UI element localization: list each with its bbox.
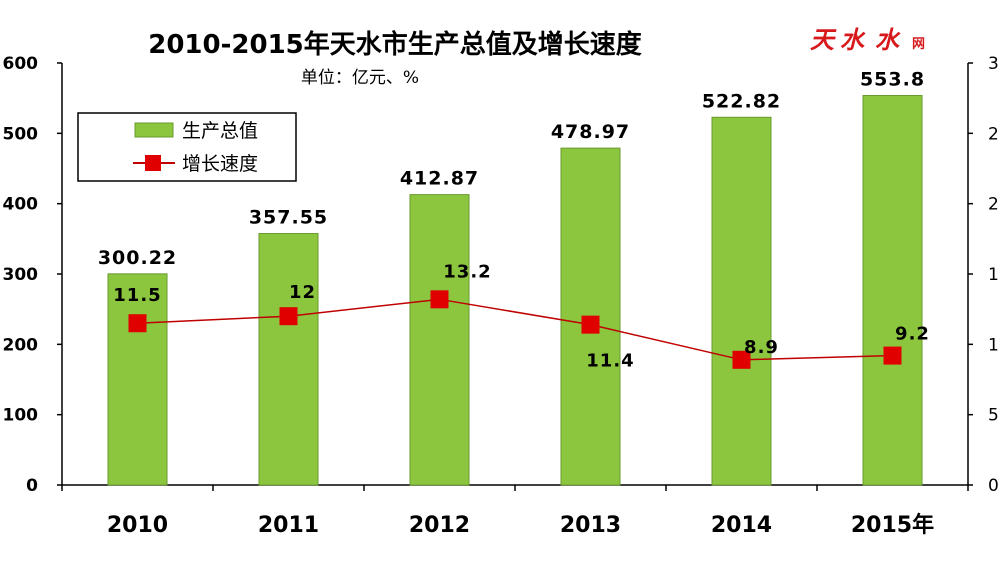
line-marker bbox=[431, 290, 449, 308]
watermark-logo-text-2: 水 bbox=[840, 26, 866, 54]
legend-bar-swatch bbox=[135, 123, 173, 137]
y-right-tick-label: 5 bbox=[988, 406, 999, 426]
bar-data-label: 412.87 bbox=[400, 168, 479, 190]
legend: 生产总值 增长速度 bbox=[78, 113, 296, 181]
x-tick-label: 2012 bbox=[409, 513, 470, 538]
watermark-suffix: 网 bbox=[912, 37, 925, 52]
line-marker bbox=[582, 316, 600, 334]
y-right-tick-label: 10 bbox=[988, 335, 1000, 355]
x-tick-label: 2011 bbox=[258, 513, 319, 538]
y-left-tick-label: 0 bbox=[26, 476, 38, 496]
watermark-logo: 天 水 水 网 bbox=[810, 26, 925, 54]
line-marker bbox=[884, 347, 902, 365]
bar bbox=[259, 234, 318, 485]
line-data-label: 9.2 bbox=[895, 324, 930, 345]
bar-data-label: 553.8 bbox=[860, 68, 925, 90]
y-right-tick-label: 0 bbox=[988, 476, 999, 496]
line-data-label: 11.4 bbox=[586, 351, 634, 372]
line-data-label: 12 bbox=[289, 282, 316, 303]
watermark-logo-text: 天 bbox=[810, 26, 837, 54]
y-right-tick-label: 30 bbox=[988, 54, 1000, 74]
line-data-label: 8.9 bbox=[744, 337, 779, 358]
bar-data-label: 300.22 bbox=[98, 247, 177, 269]
legend-label-gdp: 生产总值 bbox=[182, 120, 258, 142]
chart-title: 2010-2015年天水市生产总值及增长速度 bbox=[148, 29, 642, 60]
y-right-tick-label: 25 bbox=[988, 124, 1000, 144]
line-data-label: 13.2 bbox=[443, 261, 491, 282]
y-left-tick-label: 300 bbox=[3, 265, 39, 285]
y-right-tick-label: 20 bbox=[988, 195, 1000, 215]
legend-marker-swatch bbox=[145, 155, 161, 171]
x-tick-label: 2010 bbox=[107, 513, 168, 538]
bar-data-label: 357.55 bbox=[249, 207, 328, 229]
x-tick-label: 2013 bbox=[560, 513, 621, 538]
bar bbox=[863, 95, 922, 485]
y-left-tick-label: 200 bbox=[3, 335, 39, 355]
line-marker bbox=[280, 307, 298, 325]
x-tick-label: 2014 bbox=[711, 513, 772, 538]
growth-line bbox=[138, 299, 893, 359]
bar bbox=[712, 117, 771, 485]
bar bbox=[410, 195, 469, 485]
legend-label-growth: 增长速度 bbox=[182, 153, 258, 175]
bar-data-label: 522.82 bbox=[702, 90, 781, 112]
y-right-tick-label: 15 bbox=[988, 265, 1000, 285]
y-left-tick-label: 600 bbox=[3, 54, 39, 74]
x-tick-label: 2015年 bbox=[851, 512, 934, 538]
chart-subtitle: 单位：亿元、% bbox=[301, 68, 419, 88]
y-left-tick-label: 100 bbox=[3, 406, 39, 426]
y-left-tick-label: 400 bbox=[3, 195, 39, 215]
y-left-tick-label: 500 bbox=[3, 124, 39, 144]
bar-data-label: 478.97 bbox=[551, 121, 630, 143]
watermark-logo-text-3: 水 bbox=[875, 26, 901, 54]
line-marker bbox=[129, 314, 147, 332]
line-data-label: 11.5 bbox=[113, 285, 161, 306]
